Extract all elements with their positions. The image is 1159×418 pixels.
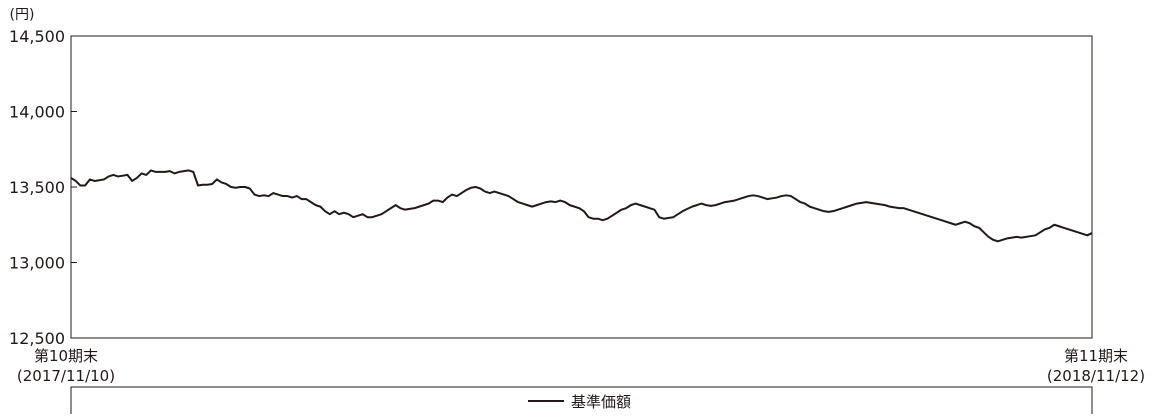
x-start-label-period: 第10期末 — [34, 347, 98, 365]
y-tick-label: 14,000 — [9, 103, 65, 122]
legend-box — [70, 386, 1093, 414]
x-end-label-period: 第11期末 — [1064, 347, 1128, 365]
y-tick-label: 13,000 — [9, 254, 65, 273]
y-tick-label: 12,500 — [9, 329, 65, 348]
x-start-label-date: (2017/11/10) — [17, 367, 115, 385]
y-unit-label: (円) — [10, 7, 35, 23]
legend-label: 基準価額 — [571, 393, 631, 411]
y-tick-label: 14,500 — [9, 27, 65, 46]
plot-frame — [70, 35, 1093, 339]
y-tick-label: 13,500 — [9, 178, 65, 197]
series-line-nav — [70, 169, 1093, 243]
x-end-label-date: (2018/11/12) — [1047, 367, 1145, 385]
